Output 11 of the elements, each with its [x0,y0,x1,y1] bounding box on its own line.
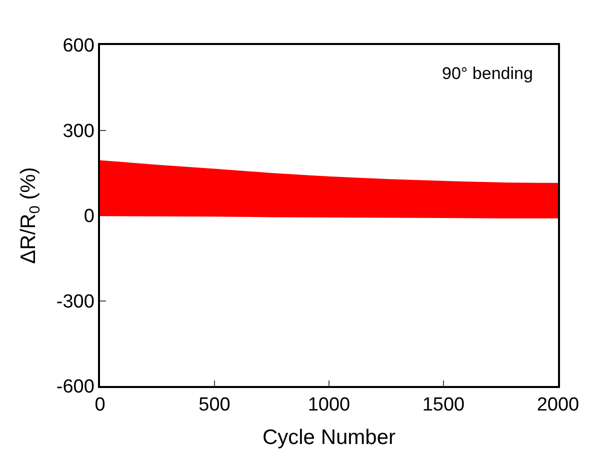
x-tick-label: 500 [198,394,230,416]
y-tick-label: 0 [84,206,94,228]
y-tick-label: 600 [62,36,94,57]
x-axis-title: Cycle Number [262,426,396,450]
y-tick-label: -600 [56,376,94,398]
x-tick-label: 1500 [422,394,465,416]
y-tick-label: 300 [62,120,94,142]
annotation: 90° bending [442,64,533,83]
x-tick-label: 1000 [308,394,350,416]
x-tick-label: 2000 [536,394,580,416]
y-tick-label: -300 [56,291,94,312]
